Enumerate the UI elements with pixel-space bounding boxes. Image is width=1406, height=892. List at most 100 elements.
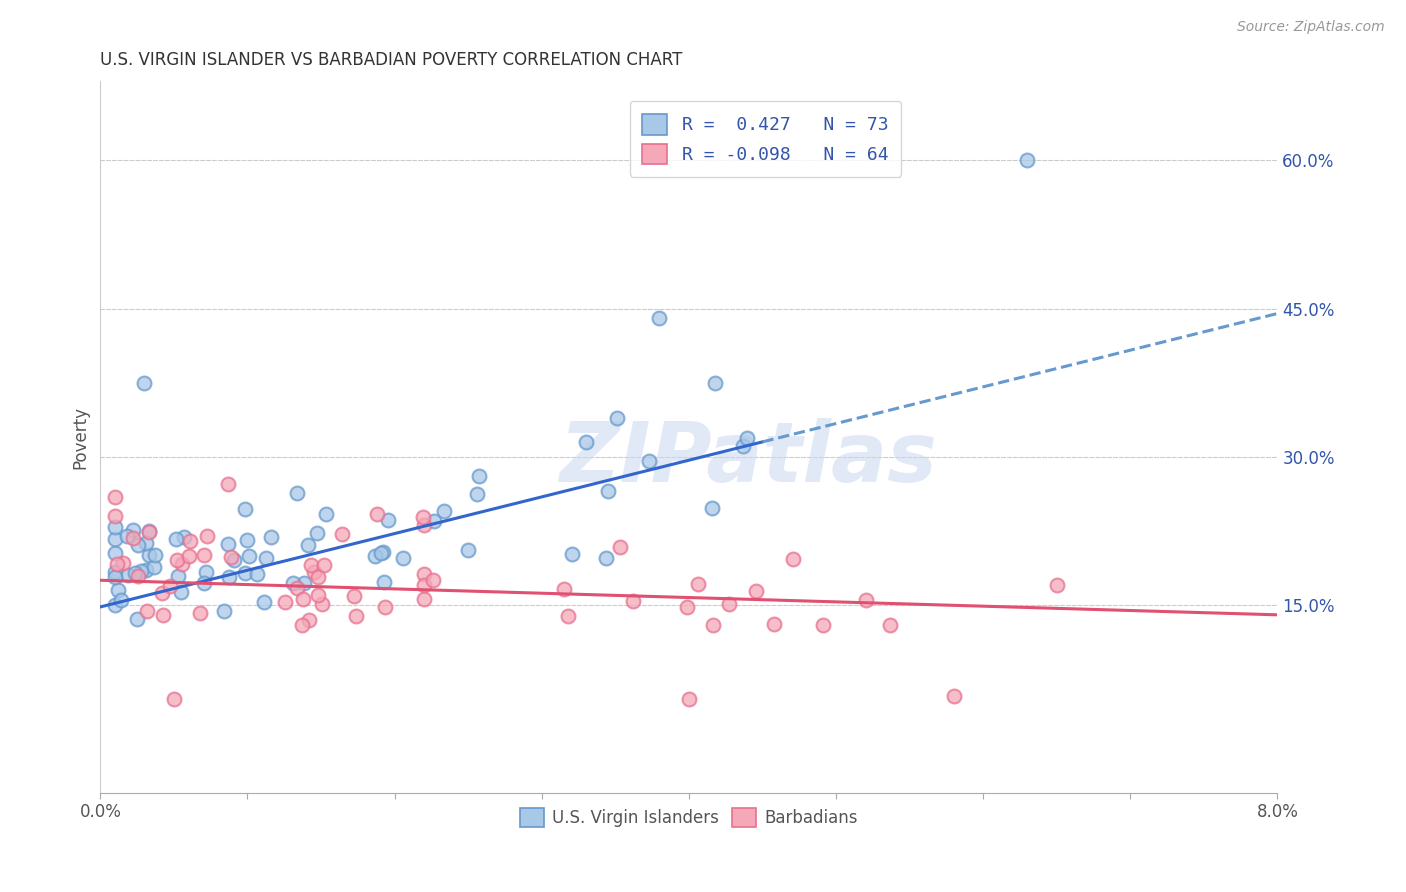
Point: [104, 565, 127, 579]
Point: [150, 586, 173, 600]
Point: [236, 533, 259, 548]
Point: [217, 536, 239, 550]
Point: [163, 691, 186, 706]
Point: [127, 569, 149, 583]
Point: [413, 567, 436, 582]
Point: [122, 524, 145, 538]
Point: [166, 569, 188, 583]
Point: [212, 604, 235, 618]
Point: [311, 597, 333, 611]
Point: [104, 520, 127, 534]
Point: [285, 486, 308, 500]
Point: [104, 598, 127, 612]
Point: [678, 691, 700, 706]
Point: [344, 609, 367, 624]
Point: [117, 568, 139, 582]
Point: [246, 566, 269, 581]
Point: [312, 558, 335, 572]
Point: [104, 570, 127, 584]
Point: [170, 585, 193, 599]
Point: [648, 311, 671, 326]
Point: [557, 609, 579, 624]
Point: [219, 550, 242, 565]
Point: [299, 558, 322, 572]
Point: [855, 592, 877, 607]
Point: [291, 617, 314, 632]
Point: [104, 546, 127, 560]
Point: [468, 468, 491, 483]
Point: [104, 508, 127, 523]
Point: [291, 591, 314, 606]
Point: [195, 565, 218, 579]
Point: [413, 591, 436, 606]
Point: [188, 606, 211, 620]
Point: [195, 529, 218, 543]
Point: [374, 600, 396, 615]
Point: [702, 500, 724, 515]
Point: [575, 434, 598, 449]
Point: [105, 557, 128, 571]
Point: [152, 607, 174, 622]
Point: [942, 689, 965, 703]
Point: [233, 501, 256, 516]
Point: [688, 577, 710, 591]
Point: [142, 560, 165, 574]
Text: Source: ZipAtlas.com: Source: ZipAtlas.com: [1237, 20, 1385, 34]
Point: [217, 477, 239, 491]
Point: [233, 566, 256, 580]
Point: [423, 514, 446, 528]
Point: [307, 570, 329, 584]
Point: [110, 592, 132, 607]
Point: [143, 548, 166, 562]
Point: [222, 553, 245, 567]
Point: [302, 565, 325, 579]
Point: [763, 617, 786, 632]
Point: [253, 595, 276, 609]
Point: [422, 573, 444, 587]
Point: [596, 484, 619, 499]
Point: [744, 583, 766, 598]
Point: [373, 574, 395, 589]
Point: [136, 604, 159, 618]
Point: [111, 556, 134, 570]
Point: [731, 439, 754, 453]
Point: [412, 510, 434, 524]
Point: [305, 526, 328, 541]
Point: [391, 551, 413, 566]
Point: [129, 564, 152, 578]
Point: [315, 507, 337, 521]
Point: [702, 617, 724, 632]
Point: [637, 454, 659, 468]
Point: [718, 597, 741, 611]
Point: [218, 570, 240, 584]
Point: [879, 617, 901, 632]
Point: [561, 547, 583, 561]
Point: [413, 577, 436, 591]
Point: [377, 513, 399, 527]
Point: [1017, 153, 1039, 168]
Point: [165, 532, 187, 546]
Point: [457, 543, 479, 558]
Point: [238, 549, 260, 563]
Point: [134, 376, 156, 390]
Point: [159, 579, 181, 593]
Point: [135, 563, 157, 577]
Point: [330, 527, 353, 541]
Point: [413, 518, 436, 533]
Point: [121, 531, 143, 545]
Point: [433, 504, 456, 518]
Point: [138, 525, 160, 540]
Point: [135, 536, 157, 550]
Point: [104, 490, 127, 504]
Point: [260, 530, 283, 544]
Point: [127, 538, 149, 552]
Point: [127, 612, 149, 626]
Point: [173, 530, 195, 544]
Point: [193, 548, 215, 562]
Point: [104, 532, 127, 546]
Point: [704, 376, 727, 390]
Point: [1046, 578, 1069, 592]
Point: [343, 589, 366, 603]
Point: [287, 581, 309, 595]
Point: [366, 507, 388, 521]
